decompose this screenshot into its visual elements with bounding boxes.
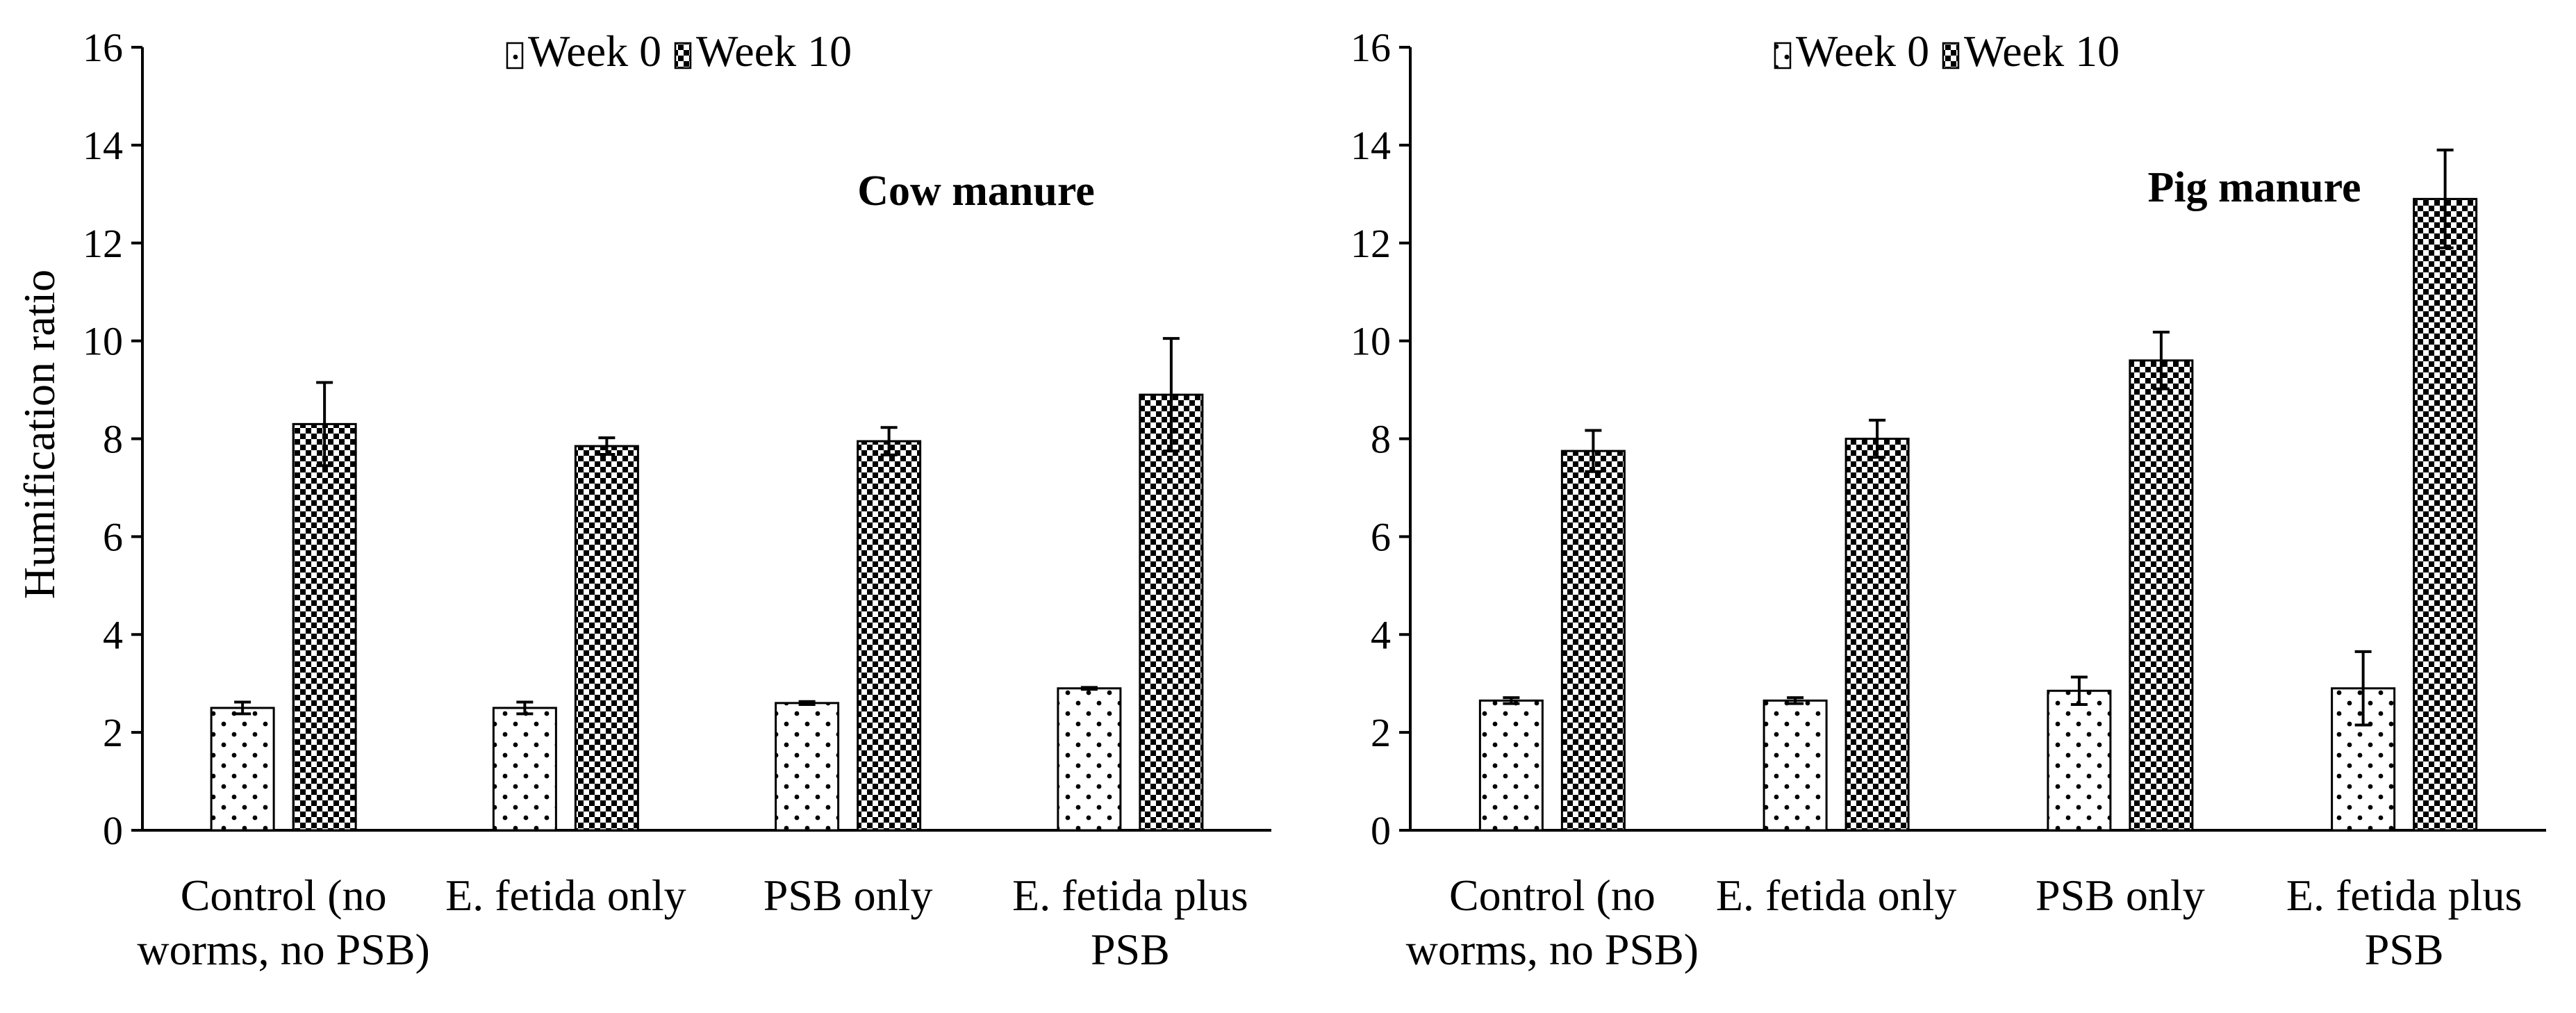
legend-swatch-week-0 bbox=[506, 42, 524, 69]
error-bar-week-0 bbox=[516, 700, 534, 716]
y-tick-label: 0 bbox=[1371, 808, 1391, 853]
bar-week-0 bbox=[492, 707, 557, 832]
y-tick-label: 8 bbox=[1371, 417, 1391, 462]
y-tick-label: 14 bbox=[83, 123, 123, 168]
x-category-label-line: worms, no PSB) bbox=[1406, 925, 1699, 974]
x-category-label: E. fetida plus PSB bbox=[1012, 871, 1248, 974]
bar-week-0 bbox=[2047, 689, 2112, 832]
error-bar-week-10 bbox=[880, 426, 898, 456]
y-tick-label: 6 bbox=[1371, 514, 1391, 559]
error-bar-week-10 bbox=[316, 381, 333, 468]
bar-week-10 bbox=[1139, 393, 1204, 832]
y-tick-label: 12 bbox=[1351, 221, 1391, 266]
x-category-label-line: Control (no bbox=[181, 871, 387, 920]
bar-week-0 bbox=[1057, 687, 1122, 832]
x-category-label-line: PSB bbox=[1091, 925, 1170, 974]
bar-week-10 bbox=[292, 422, 357, 832]
x-category-label: Control (no worms, no PSB) bbox=[137, 871, 429, 974]
bar-week-0 bbox=[1478, 699, 1544, 832]
x-category-label: E. fetida plus PSB bbox=[2286, 871, 2522, 974]
x-category-label-line: E. fetida only bbox=[1716, 871, 1957, 920]
y-axis-title: Humification ratio bbox=[15, 270, 64, 600]
bar-week-10 bbox=[574, 445, 639, 832]
x-category-label-line: worms, no PSB) bbox=[137, 925, 429, 974]
y-tick-label: 8 bbox=[103, 417, 123, 462]
y-tick-label: 12 bbox=[83, 221, 123, 266]
y-tick-label: 6 bbox=[103, 514, 123, 559]
error-bar-week-10 bbox=[1162, 337, 1180, 453]
chart-title: Cow manure bbox=[857, 167, 1095, 215]
legend: Week 0 Week 10 bbox=[1774, 26, 2120, 76]
x-category-label: Control (no worms, no PSB) bbox=[1406, 871, 1699, 974]
legend-swatch-week-0 bbox=[1774, 42, 1792, 69]
legend-swatch-week-10 bbox=[674, 42, 692, 69]
bar-week-0 bbox=[1762, 699, 1828, 832]
y-tick-label: 4 bbox=[103, 612, 123, 657]
bar-week-0 bbox=[210, 707, 275, 832]
chart-title: Pig manure bbox=[2147, 164, 2361, 211]
x-category-label: E. fetida only bbox=[1716, 871, 1957, 920]
error-bar-week-10 bbox=[2152, 330, 2170, 390]
y-tick-label: 16 bbox=[83, 25, 123, 70]
y-tick-label: 10 bbox=[83, 319, 123, 364]
x-category-label: PSB only bbox=[763, 871, 933, 920]
chart-panel-cow-manure: 0 2 4 6 8 10 12 14 16 Control (no worms, no PSB) E.… bbox=[83, 25, 1271, 974]
error-bar-week-10 bbox=[2436, 148, 2454, 249]
error-bar-week-10 bbox=[1585, 429, 1602, 473]
error-bar-week-0 bbox=[2070, 675, 2088, 706]
x-category-label-line: PSB only bbox=[763, 871, 933, 920]
y-tick-label: 4 bbox=[1371, 612, 1391, 657]
x-category-label: E. fetida only bbox=[445, 871, 686, 920]
y-tick-label: 16 bbox=[1351, 25, 1391, 70]
error-bar-week-0 bbox=[1503, 696, 1520, 705]
x-category-label-line: Control (no bbox=[1449, 871, 1656, 920]
error-bar-week-10 bbox=[598, 436, 616, 456]
x-category-label-line: E. fetida only bbox=[445, 871, 686, 920]
bar-week-10 bbox=[2413, 197, 2478, 832]
error-bar-week-0 bbox=[2354, 650, 2372, 727]
bar-week-10 bbox=[1844, 438, 1910, 832]
bar-week-0 bbox=[775, 702, 840, 832]
bar-week-10 bbox=[2129, 359, 2194, 832]
bar-week-10 bbox=[1560, 450, 1626, 832]
error-bar-week-0 bbox=[234, 700, 251, 716]
chart-panel-pig-manure: 0 2 4 6 8 10 12 14 16 Control (no worms, no PSB) E.… bbox=[1351, 25, 2546, 974]
x-category-label-line: PSB bbox=[2365, 925, 2444, 974]
legend: Week 0 Week 10 bbox=[506, 26, 852, 76]
legend-label-week-10: Week 10 bbox=[696, 26, 852, 76]
x-category-label-line: E. fetida plus bbox=[1012, 871, 1248, 920]
x-category-label-line: E. fetida plus bbox=[2286, 871, 2522, 920]
legend-label-week-10: Week 10 bbox=[1964, 26, 2120, 76]
error-bar-week-10 bbox=[1869, 418, 1886, 459]
error-bar-week-0 bbox=[798, 700, 816, 706]
y-tick-label: 14 bbox=[1351, 123, 1391, 168]
legend-swatch-week-10 bbox=[1942, 42, 1960, 69]
y-tick-label: 2 bbox=[103, 710, 123, 755]
y-tick-label: 2 bbox=[1371, 710, 1391, 755]
y-tick-label: 10 bbox=[1351, 319, 1391, 364]
error-bar-week-0 bbox=[1080, 686, 1098, 691]
bar-week-10 bbox=[857, 440, 922, 832]
legend-label-week-0: Week 0 bbox=[528, 26, 661, 76]
x-category-label-line: PSB only bbox=[2036, 871, 2205, 920]
legend-label-week-0: Week 0 bbox=[1796, 26, 1929, 76]
error-bar-week-0 bbox=[1787, 696, 1804, 705]
y-tick-label: 0 bbox=[103, 808, 123, 853]
x-category-label: PSB only bbox=[2036, 871, 2205, 920]
